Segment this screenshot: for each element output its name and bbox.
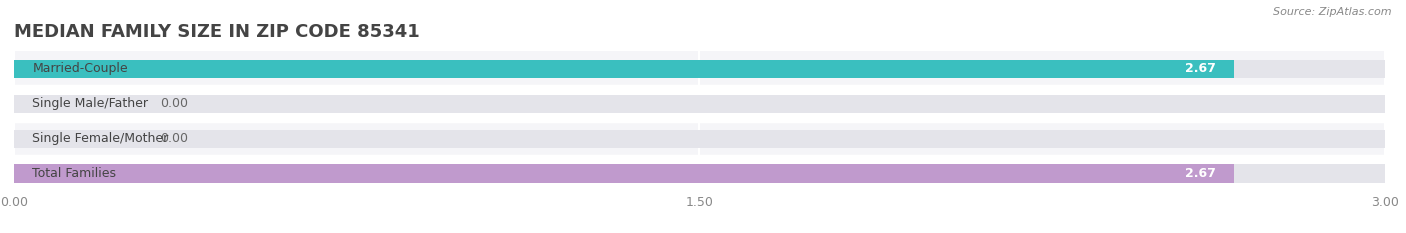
- Text: Total Families: Total Families: [32, 167, 117, 180]
- Bar: [14, 60, 1234, 78]
- Bar: [14, 156, 1385, 191]
- Text: 0.00: 0.00: [160, 97, 188, 110]
- Bar: [14, 164, 1385, 183]
- Bar: [14, 121, 1385, 156]
- Text: Single Male/Father: Single Male/Father: [32, 97, 149, 110]
- Text: Single Female/Mother: Single Female/Mother: [32, 132, 169, 145]
- Text: 2.67: 2.67: [1185, 167, 1216, 180]
- Text: 0.00: 0.00: [160, 132, 188, 145]
- Text: Married-Couple: Married-Couple: [32, 62, 128, 75]
- Bar: [14, 60, 1385, 78]
- Bar: [14, 130, 1385, 148]
- Bar: [14, 86, 1385, 121]
- Bar: [14, 164, 1234, 183]
- Text: 2.67: 2.67: [1185, 62, 1216, 75]
- Text: Source: ZipAtlas.com: Source: ZipAtlas.com: [1274, 7, 1392, 17]
- Text: MEDIAN FAMILY SIZE IN ZIP CODE 85341: MEDIAN FAMILY SIZE IN ZIP CODE 85341: [14, 23, 420, 41]
- Bar: [14, 51, 1385, 86]
- Bar: [14, 95, 1385, 113]
